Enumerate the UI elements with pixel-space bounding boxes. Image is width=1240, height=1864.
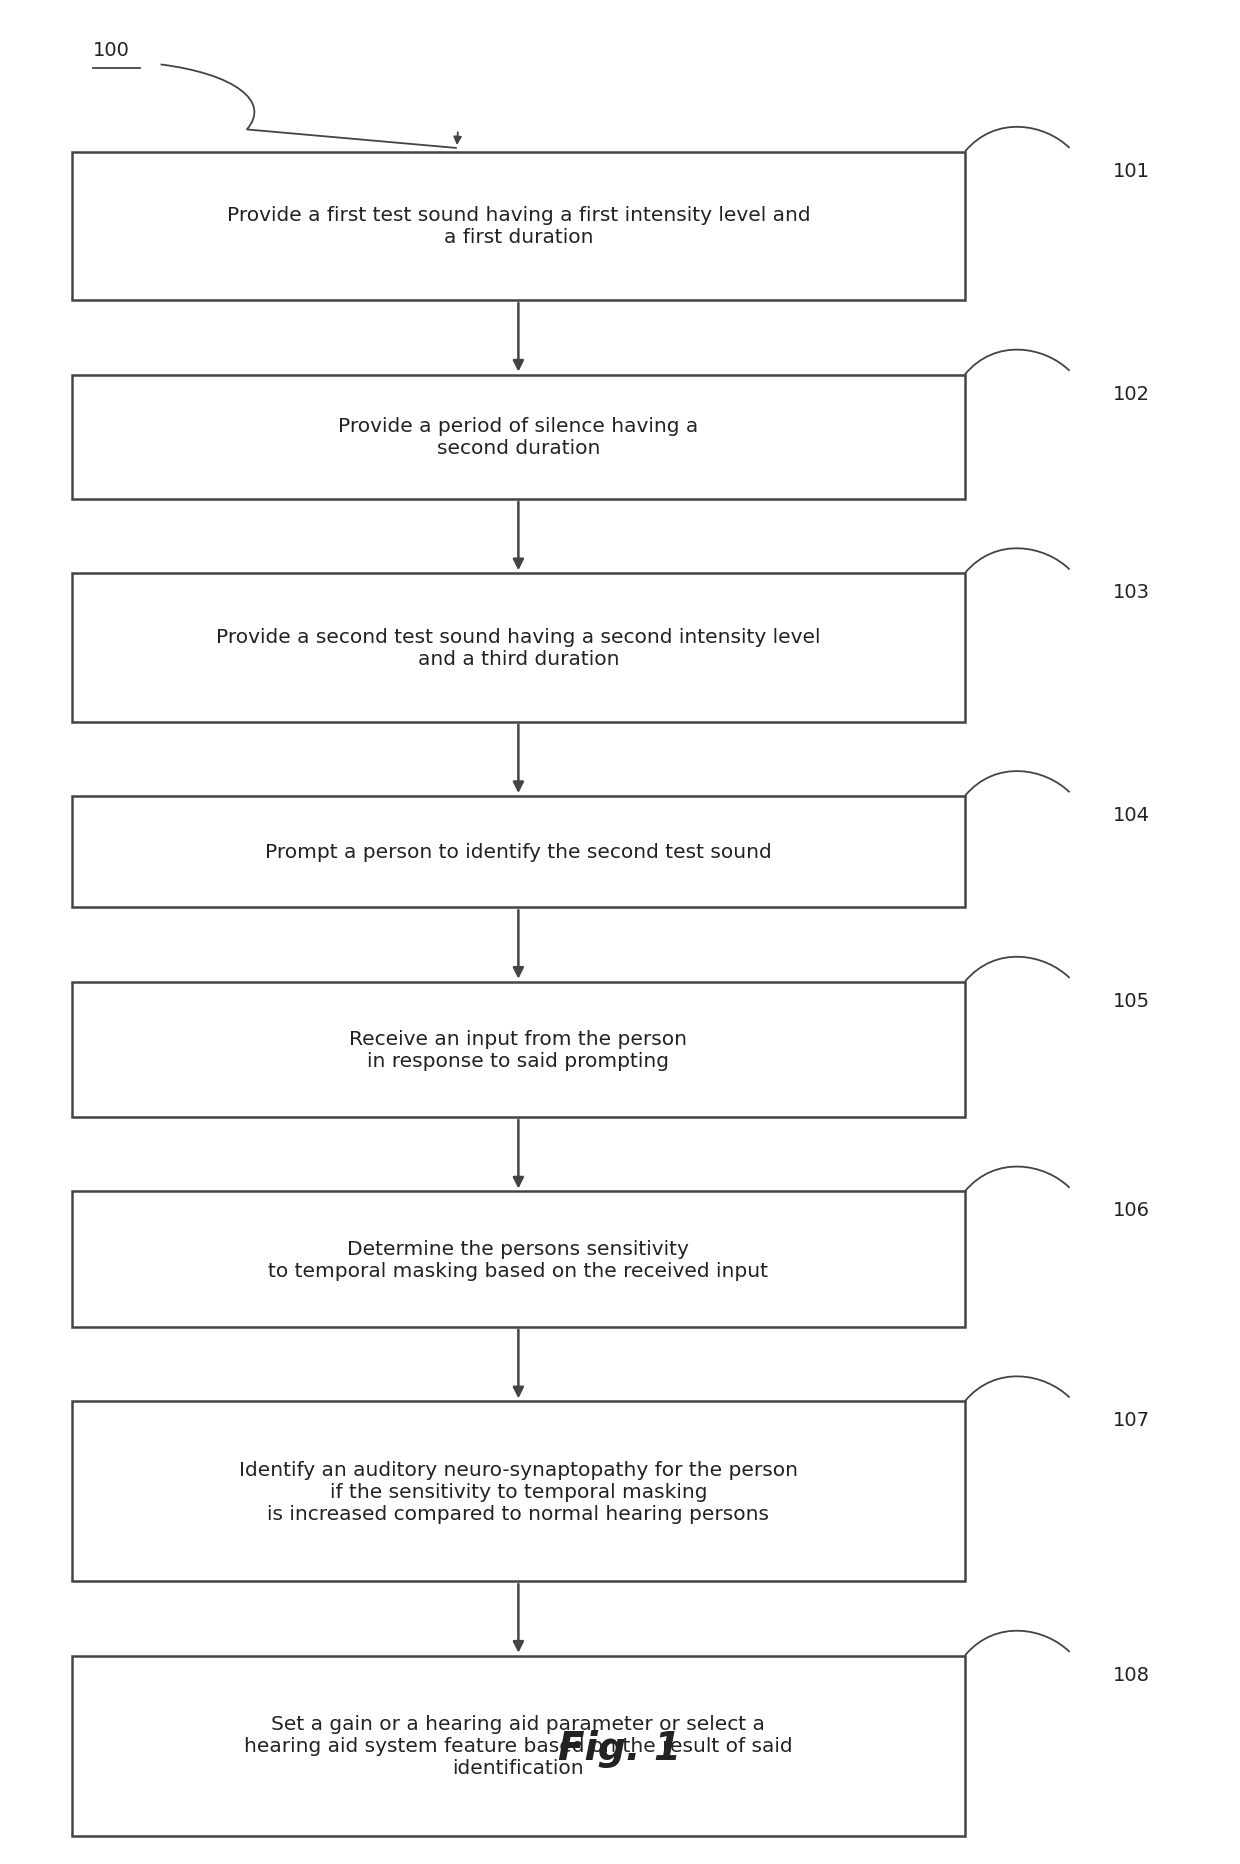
Text: 107: 107 [1112,1411,1149,1430]
Text: Prompt a person to identify the second test sound: Prompt a person to identify the second t… [265,843,771,861]
FancyBboxPatch shape [72,574,965,723]
FancyBboxPatch shape [72,1402,965,1581]
Text: Provide a period of silence having a
second duration: Provide a period of silence having a sec… [339,418,698,459]
Text: Provide a first test sound having a first intensity level and
a first duration: Provide a first test sound having a firs… [227,207,810,248]
Text: Provide a second test sound having a second intensity level
and a third duration: Provide a second test sound having a sec… [216,628,821,669]
FancyBboxPatch shape [72,982,965,1118]
Text: Identify an auditory neuro-synaptopathy for the person
if the sensitivity to tem: Identify an auditory neuro-synaptopathy … [239,1460,797,1523]
FancyBboxPatch shape [72,375,965,500]
Text: Set a gain or a hearing aid parameter or select a
hearing aid system feature bas: Set a gain or a hearing aid parameter or… [244,1715,792,1776]
FancyBboxPatch shape [72,153,965,302]
Text: 108: 108 [1112,1665,1149,1683]
FancyBboxPatch shape [72,1191,965,1327]
Text: 105: 105 [1112,992,1149,1010]
FancyBboxPatch shape [72,796,965,908]
Text: 101: 101 [1112,162,1149,181]
Text: 104: 104 [1112,805,1149,824]
FancyBboxPatch shape [72,1655,965,1836]
Text: Determine the persons sensitivity
to temporal masking based on the received inpu: Determine the persons sensitivity to tem… [268,1240,769,1281]
Text: 103: 103 [1112,583,1149,602]
Text: 102: 102 [1112,384,1149,403]
Text: 100: 100 [93,41,130,60]
Text: Fig. 1: Fig. 1 [558,1730,682,1767]
Text: Receive an input from the person
in response to said prompting: Receive an input from the person in resp… [350,1029,687,1070]
Text: 106: 106 [1112,1200,1149,1219]
